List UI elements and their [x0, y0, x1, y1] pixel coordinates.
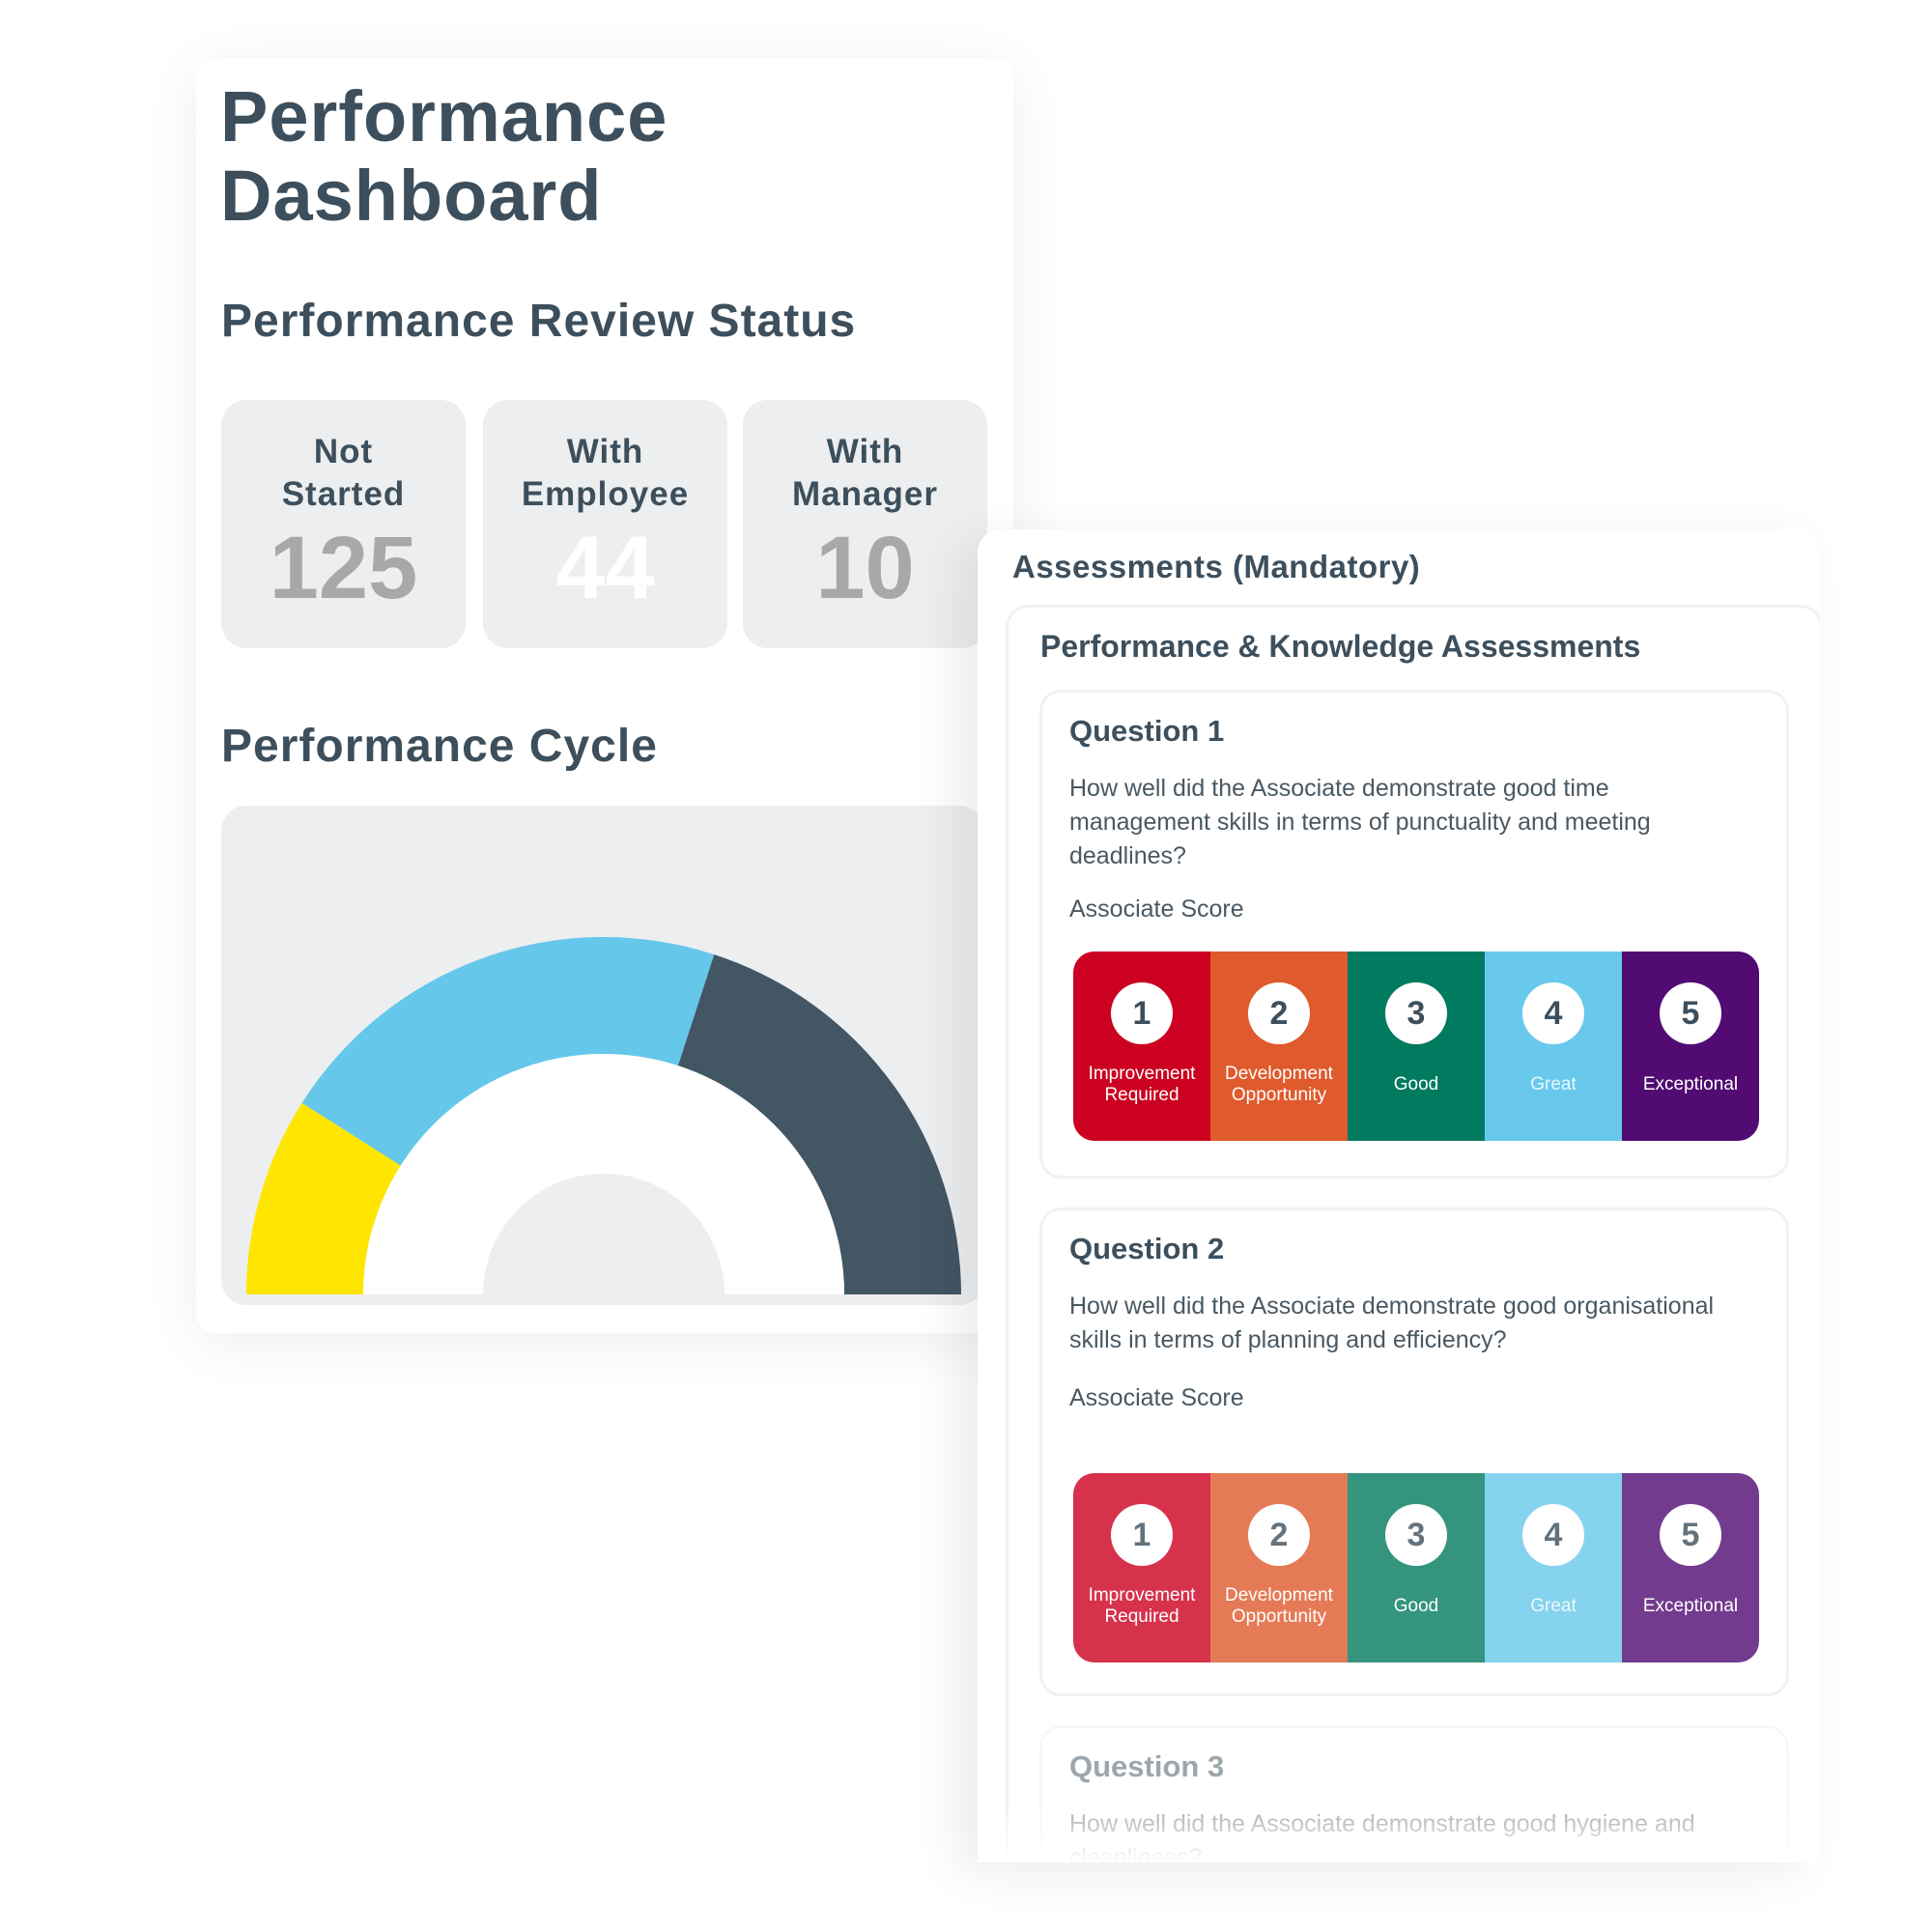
score-option-label: Development Opportunity [1225, 1585, 1333, 1627]
score-option-label: Improvement Required [1088, 1064, 1196, 1105]
page-title: Performance Dashboard [220, 77, 668, 236]
dashboard-panel: Performance Dashboard Performance Review … [196, 58, 1013, 1333]
stat-card-with-employee[interactable]: With Employee 44 [483, 400, 727, 648]
score-number-circle: 4 [1522, 1504, 1584, 1566]
stat-value: 10 [815, 519, 915, 617]
score-option-2[interactable]: 2 Development Opportunity [1210, 1473, 1348, 1662]
performance-cycle-heading: Performance Cycle [221, 721, 658, 772]
score-option-label: Exceptional [1642, 1074, 1739, 1094]
score-option-label: Exceptional [1642, 1596, 1739, 1616]
score-option-label: Improvement Required [1088, 1585, 1196, 1627]
score-option-2[interactable]: 2 Development Opportunity [1210, 952, 1348, 1141]
question-title: Question 1 [1069, 714, 1225, 748]
score-number-circle: 1 [1111, 982, 1173, 1044]
score-option-1[interactable]: 1 Improvement Required [1073, 952, 1210, 1141]
associate-score-label: Associate Score [1069, 895, 1244, 923]
assessments-title: Assessments (Mandatory) [1012, 549, 1421, 584]
review-status-heading: Performance Review Status [221, 296, 857, 347]
section-title: Performance & Knowledge Assessments [1040, 629, 1641, 664]
score-option-4[interactable]: 4 Great [1485, 1473, 1622, 1662]
score-option-label: Good [1393, 1596, 1439, 1616]
score-option-1[interactable]: 1 Improvement Required [1073, 1473, 1210, 1662]
score-number-circle: 4 [1522, 982, 1584, 1044]
stat-card-not-started[interactable]: Not Started 125 [221, 400, 466, 648]
stat-label: With Manager [792, 433, 938, 513]
score-option-4[interactable]: 4 Great [1485, 952, 1622, 1141]
gauge-segment-2 [301, 937, 715, 1166]
score-number-circle: 5 [1660, 1504, 1721, 1566]
performance-cycle-gauge [246, 937, 961, 1294]
score-number-circle: 5 [1660, 982, 1721, 1044]
question-card: Question 2 How well did the Associate de… [1039, 1208, 1789, 1696]
assessments-panel: Assessments (Mandatory) Performance & Kn… [978, 529, 1820, 1862]
score-scale: 1 Improvement Required 2 Development Oppor… [1073, 1473, 1759, 1662]
score-option-label: Good [1393, 1074, 1439, 1094]
score-number-circle: 1 [1111, 1504, 1173, 1566]
score-option-5[interactable]: 5 Exceptional [1622, 1473, 1759, 1662]
score-number-circle: 2 [1248, 1504, 1310, 1566]
question-card: Question 1 How well did the Associate de… [1039, 690, 1789, 1179]
associate-score-label: Associate Score [1069, 1384, 1244, 1411]
question-title: Question 2 [1069, 1232, 1225, 1265]
performance-cycle-card [221, 806, 984, 1305]
question-text: How well did the Associate demonstrate g… [1069, 775, 1651, 869]
score-option-3[interactable]: 3 Good [1348, 1473, 1485, 1662]
stat-value: 44 [555, 519, 655, 617]
gauge-segment-1 [246, 1102, 401, 1294]
stat-card-with-manager[interactable]: With Manager 10 [743, 400, 987, 648]
score-option-label: Great [1530, 1074, 1577, 1094]
stat-label: With Employee [521, 433, 690, 513]
question-text: How well did the Associate demonstrate g… [1069, 1293, 1715, 1353]
score-scale: 1 Improvement Required 2 Development Oppor… [1073, 952, 1759, 1141]
assessments-card: Performance & Knowledge Assessments Ques… [1006, 605, 1820, 1862]
stat-label: Not Started [281, 433, 406, 513]
score-number-circle: 2 [1248, 982, 1310, 1044]
score-option-label: Development Opportunity [1225, 1064, 1333, 1105]
title-line-1: Performance [220, 76, 668, 156]
score-option-3[interactable]: 3 Good [1348, 952, 1485, 1141]
gauge-segment-3 [677, 954, 961, 1294]
question-title: Question 3 [1069, 1749, 1225, 1783]
score-number-circle: 3 [1385, 1504, 1447, 1566]
stat-value: 125 [269, 519, 418, 617]
score-option-5[interactable]: 5 Exceptional [1622, 952, 1759, 1141]
score-number-circle: 3 [1385, 982, 1447, 1044]
score-option-label: Great [1530, 1596, 1577, 1616]
scroll-fade [978, 1804, 1820, 1862]
gauge-hub [483, 1174, 724, 1294]
title-line-2: Dashboard [220, 156, 603, 236]
